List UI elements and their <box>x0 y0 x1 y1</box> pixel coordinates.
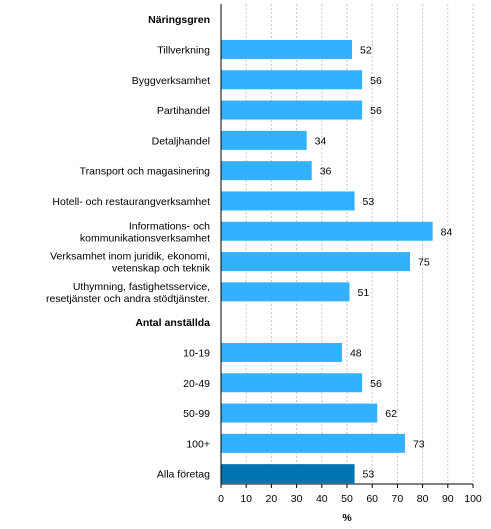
value-label-0-4: 36 <box>320 166 332 178</box>
category-label-0-7: Verksamhet inom juridik, ekonomi, vetensk… <box>50 251 211 275</box>
bar-0-5 <box>221 191 355 211</box>
x-tick-label-70: 70 <box>392 493 404 505</box>
x-tick-label-60: 60 <box>366 493 378 505</box>
category-label-0-1: Byggverksamhet <box>132 75 210 87</box>
value-label-0-3: 34 <box>315 135 327 147</box>
category-label-line: Verksamhet inom juridik, ekonomi, <box>50 251 210 263</box>
category-label-1-2: 50-99 <box>183 408 210 420</box>
value-label-0-5: 53 <box>363 196 375 208</box>
value-label-1-3: 73 <box>413 438 425 450</box>
x-tick-label-100: 100 <box>464 493 482 505</box>
category-label-0-0: Tillverkning <box>157 44 210 56</box>
category-label-0-4: Transport och magasinering <box>80 166 211 178</box>
bar-2-0 <box>221 464 355 484</box>
bar-0-2 <box>221 100 363 120</box>
value-label-1-2: 62 <box>385 408 397 420</box>
category-label-line: Hotell- och restaurangverksamhet <box>52 196 210 208</box>
value-label-1-0: 48 <box>350 347 362 359</box>
category-label-line: Uthymning, fastighetsservice, <box>73 281 210 293</box>
category-label-line: Partihandel <box>157 105 210 117</box>
x-tick-label-30: 30 <box>291 493 303 505</box>
category-label-1-3: 100+ <box>186 438 210 450</box>
x-tick-label-50: 50 <box>341 493 353 505</box>
value-label-1-1: 56 <box>370 378 382 390</box>
bar-0-6 <box>221 221 433 241</box>
category-label-0-3: Detaljhandel <box>152 135 210 147</box>
bar-1-2 <box>221 403 378 423</box>
category-label-line: Alla företag <box>157 469 210 481</box>
bar-0-4 <box>221 161 312 181</box>
bar-0-0 <box>221 39 353 59</box>
group-label-0: Näringsgren <box>148 14 210 26</box>
x-tick-label-0: 0 <box>218 493 224 505</box>
category-label-line: 100+ <box>186 438 210 450</box>
x-axis-title: % <box>342 512 352 524</box>
x-tick-label-10: 10 <box>240 493 252 505</box>
value-label-0-8: 51 <box>358 287 370 299</box>
x-tick-label-20: 20 <box>266 493 278 505</box>
bar-1-3 <box>221 433 405 453</box>
bar-0-7 <box>221 252 410 272</box>
category-label-line: Transport och magasinering <box>80 166 211 178</box>
bar-0-3 <box>221 130 307 150</box>
category-label-1-0: 10-19 <box>183 347 210 359</box>
x-tick-label-90: 90 <box>442 493 454 505</box>
x-tick-label-40: 40 <box>316 493 328 505</box>
value-label-0-1: 56 <box>370 75 382 87</box>
value-label-0-7: 75 <box>418 257 430 269</box>
bar-0-1 <box>221 70 363 90</box>
category-label-line: Informations- och <box>129 220 210 232</box>
category-label-line: Byggverksamhet <box>132 75 210 87</box>
category-label-1-1: 20-49 <box>183 378 210 390</box>
category-label-line: resetjänster och andra stödtjänster. <box>46 293 210 305</box>
value-label-2-0: 53 <box>363 469 375 481</box>
category-label-line: 50-99 <box>183 408 210 420</box>
category-label-line: 10-19 <box>183 347 210 359</box>
x-tick-label-80: 80 <box>417 493 429 505</box>
category-label-2-0: Alla företag <box>157 469 210 481</box>
category-label-0-8: Uthymning, fastighetsservice, resetjänste… <box>46 281 210 305</box>
bar-1-0 <box>221 342 342 362</box>
category-label-0-6: Informations- och kommunikationsverksamhe… <box>80 220 210 244</box>
bar-0-8 <box>221 282 350 302</box>
value-label-0-0: 52 <box>360 44 372 56</box>
value-label-0-2: 56 <box>370 105 382 117</box>
category-label-0-2: Partihandel <box>157 105 210 117</box>
group-label-1: Antal anställda <box>135 317 210 329</box>
value-label-0-6: 84 <box>441 226 453 238</box>
category-label-0-5: Hotell- och restaurangverksamhet <box>52 196 210 208</box>
category-label-line: 20-49 <box>183 378 210 390</box>
category-label-line: Tillverkning <box>157 44 210 56</box>
category-label-line: Detaljhandel <box>152 135 210 147</box>
category-label-line: kommunikationsverksamhet <box>80 232 210 244</box>
category-label-line: vetenskap och teknik <box>112 263 211 275</box>
bar-1-1 <box>221 373 363 393</box>
